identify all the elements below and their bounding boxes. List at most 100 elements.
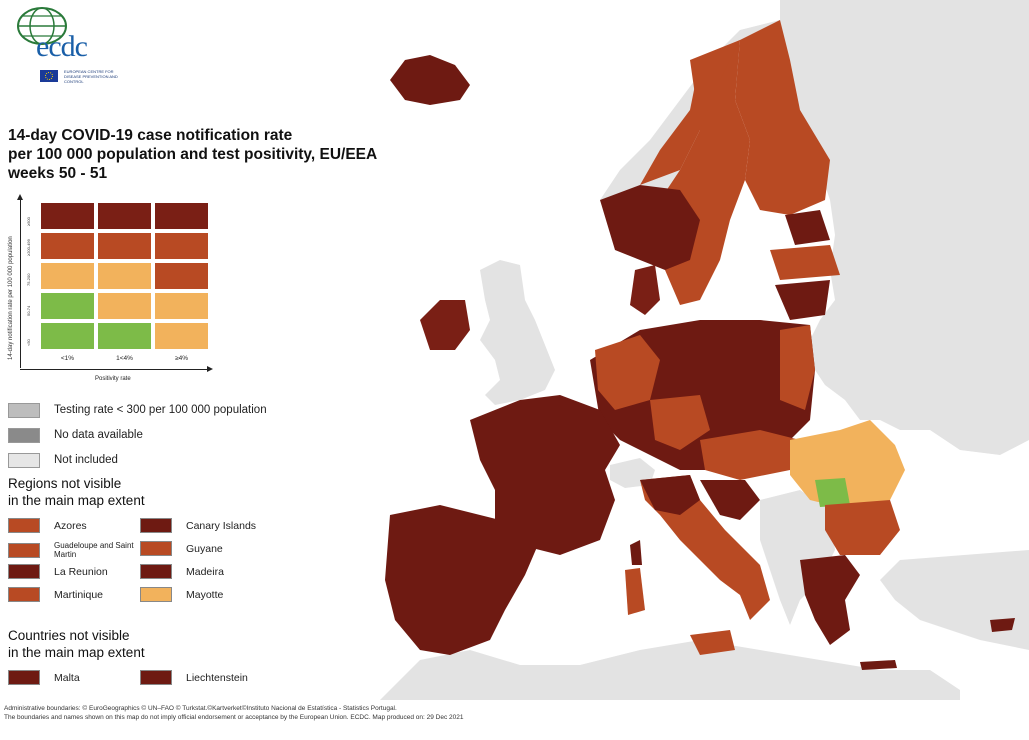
france	[470, 395, 620, 555]
footer-line-2: The boundaries and names shown on this m…	[4, 713, 464, 721]
iberia	[385, 505, 540, 655]
bulgaria	[825, 500, 900, 555]
region-swatch	[140, 564, 172, 579]
croatia	[700, 480, 760, 520]
matrix-cell	[154, 262, 209, 290]
corsica	[630, 540, 642, 565]
region-swatch	[140, 541, 172, 556]
matrix-y-tick: 50-74	[26, 305, 31, 316]
norway-south	[600, 185, 700, 270]
region-legend-item: Martinique	[8, 587, 103, 602]
matrix-cell	[40, 202, 95, 230]
non-eu-balkans	[760, 490, 835, 625]
hungary	[700, 430, 800, 480]
country-swatch	[140, 670, 172, 685]
country-legend-item: Liechtenstein	[140, 670, 248, 685]
eu-flag-icon	[40, 70, 58, 82]
matrix-y-axis	[20, 198, 21, 368]
matrix-y-label: 14-day notification rate per 100 000 pop…	[8, 236, 14, 360]
region-label: Azores	[54, 519, 87, 532]
region-label: Guyane	[186, 542, 223, 555]
poland-east	[780, 325, 815, 410]
legend-no-data: No data available	[8, 427, 143, 443]
germany-west	[650, 395, 710, 450]
estonia	[785, 210, 830, 245]
matrix-cell	[40, 322, 95, 350]
globe-icon	[17, 7, 67, 45]
region-legend-item: Mayotte	[140, 587, 223, 602]
matrix-x-label: Positivity rate	[95, 376, 131, 382]
matrix-x-tick: 1<4%	[116, 355, 133, 362]
cyprus	[990, 618, 1015, 632]
title-line-2: per 100 000 population and test positivi…	[8, 146, 378, 163]
region-label: La Reunion	[54, 565, 108, 578]
region-legend-item: Azores	[8, 518, 87, 533]
regions-heading: Regions not visible in the main map exte…	[8, 475, 145, 509]
region-legend-item: Guyane	[140, 541, 223, 556]
footer-line-1: Administrative boundaries: © EuroGeograp…	[4, 705, 397, 712]
region-swatch	[8, 542, 40, 558]
region-label: Martinique	[54, 588, 104, 601]
matrix-cell	[154, 322, 209, 350]
iceland	[390, 55, 470, 105]
region-label: Madeira	[186, 565, 224, 578]
map-title: 14-day COVID-19 case notification rate p…	[8, 126, 408, 183]
country-label: Liechtenstein	[186, 671, 248, 684]
crete	[860, 660, 897, 670]
matrix-cell	[154, 232, 209, 260]
region-label: Mayotte	[186, 588, 224, 601]
region-swatch	[140, 587, 172, 602]
matrix-cell	[97, 262, 152, 290]
legend-swatch	[8, 402, 40, 418]
matrix-y-tick: <50	[26, 339, 31, 346]
title-line-3: weeks 50 - 51	[8, 165, 108, 182]
matrix-cell	[40, 232, 95, 260]
logo-text: ecdc	[36, 30, 88, 63]
region-swatch	[140, 518, 172, 533]
logo-subtitle: EUROPEAN CENTRE FOR DISEASE PREVENTION A…	[64, 69, 118, 84]
non-eu-uk	[480, 260, 555, 405]
matrix-x-tick: ≥4%	[175, 355, 188, 362]
region-swatch	[8, 587, 40, 602]
legend-label: Not included	[54, 454, 118, 466]
matrix-cell	[97, 322, 152, 350]
countries-heading-line-1: Countries not visible	[8, 628, 130, 643]
belgium-netherlands	[595, 335, 660, 410]
non-eu-north-africa	[380, 640, 960, 700]
arrow-right-icon	[207, 366, 213, 372]
regions-heading-line-1: Regions not visible	[8, 476, 122, 491]
legend-swatch	[8, 452, 40, 468]
matrix-cell	[154, 202, 209, 230]
finland	[735, 20, 830, 215]
non-eu-turkey	[880, 550, 1029, 650]
region-legend-item: La Reunion	[8, 564, 108, 579]
region-swatch	[8, 564, 40, 579]
country-label: Malta	[54, 671, 80, 684]
footer: Administrative boundaries: © EuroGeograp…	[4, 705, 464, 722]
romania-bucharest	[815, 478, 850, 507]
matrix-y-tick: ≥200-499	[26, 239, 31, 256]
ireland	[420, 300, 470, 350]
region-legend-item: Guadeloupe and Saint Martin	[8, 541, 144, 559]
countries-heading: Countries not visible in the main map ex…	[8, 627, 145, 661]
matrix-x-axis	[20, 369, 210, 370]
matrix-cell	[40, 262, 95, 290]
country-swatch	[8, 670, 40, 685]
non-eu-east-land	[780, 0, 1029, 455]
denmark	[630, 265, 660, 315]
countries-heading-line-2: in the main map extent	[8, 645, 145, 660]
matrix-cell	[97, 232, 152, 260]
ecdc-logo: ecdc EUROPEAN CENTRE FOR DISEASE PREVENT…	[8, 4, 118, 88]
region-swatch	[8, 518, 40, 533]
region-label: Guadeloupe and Saint Martin	[54, 541, 134, 559]
legend-swatch	[8, 427, 40, 443]
regions-heading-line-2: in the main map extent	[8, 493, 145, 508]
matrix-cell	[154, 292, 209, 320]
matrix-cell	[97, 292, 152, 320]
arrow-up-icon	[17, 194, 23, 200]
italy-north	[640, 475, 700, 515]
legend-not-included: Not included	[8, 452, 118, 468]
region-label: Canary Islands	[186, 519, 257, 532]
norway-north	[640, 40, 740, 185]
